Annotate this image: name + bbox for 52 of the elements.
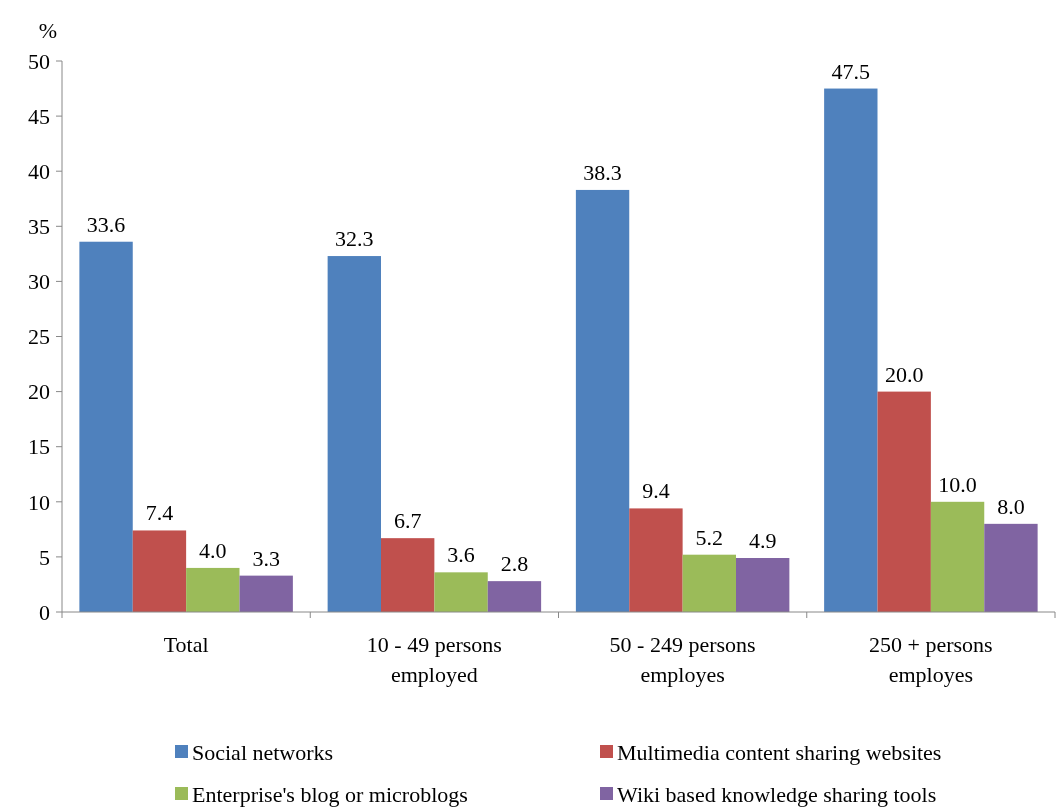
bar bbox=[682, 554, 736, 612]
data-label: 5.2 bbox=[695, 524, 724, 550]
legend-label: Wiki based knowledge sharing tools bbox=[617, 781, 937, 807]
bar bbox=[575, 189, 630, 612]
y-tick-label: 45 bbox=[28, 103, 50, 129]
y-tick-label: 15 bbox=[28, 434, 50, 460]
y-tick-label: 5 bbox=[39, 544, 50, 570]
data-label: 7.4 bbox=[145, 500, 174, 526]
bar bbox=[629, 508, 683, 612]
bar bbox=[327, 256, 381, 612]
data-label: 4.0 bbox=[199, 537, 227, 563]
data-label: 20.0 bbox=[884, 361, 924, 387]
y-axis-title: % bbox=[38, 18, 58, 43]
bar bbox=[736, 558, 790, 612]
y-tick-label: 50 bbox=[28, 48, 50, 74]
bar bbox=[877, 391, 931, 612]
y-tick-label: 35 bbox=[28, 214, 50, 239]
data-label: 47.5 bbox=[831, 58, 871, 84]
data-label: 33.6 bbox=[86, 211, 126, 237]
bar bbox=[824, 88, 878, 612]
bar bbox=[434, 572, 488, 612]
data-label: 3.6 bbox=[447, 542, 475, 568]
data-label: 9.4 bbox=[642, 478, 670, 504]
bar bbox=[186, 567, 240, 612]
y-tick-label: 25 bbox=[28, 324, 50, 350]
legend-label: Enterprise's blog or microblogs bbox=[192, 781, 468, 807]
data-label: 8.0 bbox=[997, 493, 1025, 519]
x-tick-label: Total bbox=[163, 632, 209, 657]
data-label: 4.9 bbox=[748, 528, 777, 553]
bar bbox=[381, 538, 435, 612]
x-tick-label: 250 + persons employes bbox=[869, 632, 993, 687]
data-label: 6.7 bbox=[393, 508, 422, 534]
y-tick-label: 40 bbox=[28, 158, 50, 184]
x-tick-label: 50 - 249 persons employes bbox=[609, 632, 756, 687]
bar bbox=[930, 501, 985, 612]
y-tick-label: 10 bbox=[28, 489, 50, 515]
x-tick-label: 10 - 49 persons employed bbox=[366, 632, 502, 687]
data-label: 2.8 bbox=[500, 551, 529, 577]
legend-label: Multimedia content sharing websites bbox=[617, 739, 942, 765]
data-label: 3.3 bbox=[252, 545, 280, 571]
bar bbox=[239, 575, 293, 612]
data-label: 10.0 bbox=[938, 471, 977, 497]
bar bbox=[132, 530, 187, 612]
bar bbox=[984, 523, 1038, 612]
y-tick-label: 30 bbox=[28, 269, 50, 295]
bar bbox=[79, 241, 133, 612]
y-tick-label: 20 bbox=[28, 379, 50, 405]
y-tick-label: 0 bbox=[39, 599, 50, 625]
legend-label: Social networks bbox=[192, 739, 334, 765]
bar bbox=[487, 581, 542, 612]
data-label: 38.3 bbox=[583, 159, 622, 185]
data-label: 32.3 bbox=[335, 226, 374, 252]
